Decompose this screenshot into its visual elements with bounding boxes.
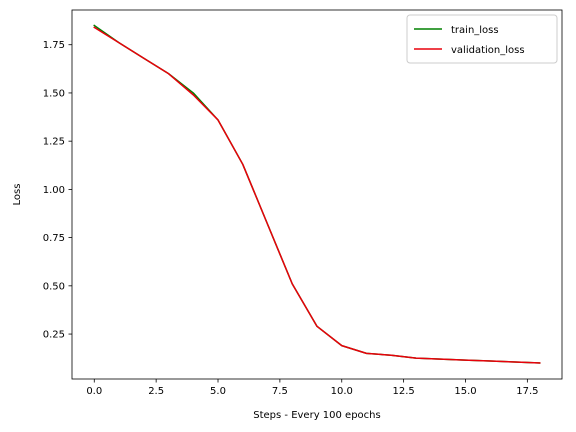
y-tick-label: 0.50 [43, 281, 65, 292]
legend-box [406, 14, 558, 64]
x-tick-label: 17.5 [516, 386, 538, 397]
series-layer [93, 24, 541, 364]
y-tick-label: 1.75 [43, 40, 65, 51]
y-tick-label: 1.00 [43, 185, 65, 196]
x-axis-label: Steps - Every 100 epochs [253, 410, 380, 421]
legend: train_loss validation_loss [406, 14, 558, 64]
y-tick-label: 0.75 [43, 233, 65, 244]
x-tick-label: 12.5 [392, 386, 414, 397]
axes-frame [71, 9, 563, 380]
y-tick-label: 1.50 [43, 88, 65, 99]
y-axis-label: Loss [12, 184, 23, 206]
legend-label-train-loss: train_loss [451, 25, 499, 36]
series-line-validation-loss [93, 26, 541, 364]
x-tick-label: 10.0 [331, 386, 353, 397]
axes-layer: 0.0 2.5 5.0 7.5 10.0 12.5 15.0 17.5 0.25 0.50 0.75… [12, 9, 563, 421]
x-tick-label: 7.5 [272, 386, 288, 397]
series-line-train-loss [93, 24, 541, 364]
x-tick-label: 0.0 [86, 386, 102, 397]
y-tick-label: 0.25 [43, 330, 65, 341]
y-tick-label: 1.25 [43, 137, 65, 148]
x-tick-label: 2.5 [148, 386, 164, 397]
x-tick-label: 15.0 [454, 386, 476, 397]
legend-label-validation-loss: validation_loss [451, 45, 525, 56]
x-tick-label: 5.0 [210, 386, 226, 397]
